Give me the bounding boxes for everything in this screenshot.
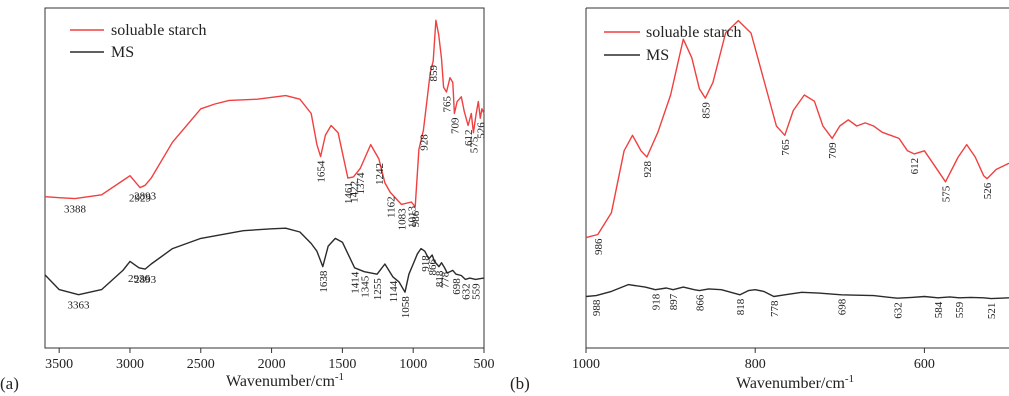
panel-b-x-axis-label-text: Wavenumber/cm [736, 375, 845, 392]
series-line-ms [44, 227, 485, 296]
peak-label: 897 [668, 293, 680, 310]
peak-label: 698 [451, 278, 463, 295]
panel-b-x-axis-label: Wavenumber/cm-1 [736, 373, 854, 392]
peak-label: 698 [837, 298, 849, 315]
x-tick-label: 1000 [572, 357, 600, 372]
panel-b-x-axis-label-sup: -1 [845, 373, 854, 385]
panel-a-x-ticks: 3500 3000 2500 2000 1500 1000 500 [45, 348, 495, 372]
peak-label: 778 [440, 271, 452, 288]
series-line-ms [585, 283, 1009, 300]
peak-label: 3388 [64, 204, 87, 216]
peak-label: 778 [769, 300, 781, 317]
peak-label: 988 [591, 299, 603, 316]
legend-label-ms-b: MS [646, 47, 669, 64]
peak-label: 986 [593, 238, 605, 255]
x-tick-label: 2500 [187, 357, 215, 372]
legend-label-soluable-starch: soluable starch [111, 22, 207, 39]
peak-label: 559 [471, 283, 483, 300]
peak-label: 866 [427, 259, 439, 276]
panel-a-legend: soluable starch MS [70, 22, 207, 61]
peak-label: 575 [468, 136, 480, 153]
peak-label: 1242 [374, 163, 386, 185]
peak-label: 1654 [316, 160, 328, 183]
peak-label: 3363 [68, 300, 91, 312]
peak-label: 818 [735, 298, 747, 315]
panel-b-label: (b) [510, 374, 530, 393]
peak-label: 1058 [400, 296, 412, 319]
peak-label: 526 [475, 122, 487, 139]
peak-label: 866 [694, 294, 706, 311]
panel-b-plot-area: 986 928 859 765 709 612 575 526 988 918 897 866 818 7… [585, 19, 1009, 320]
peak-label: 1461 [343, 182, 355, 204]
peak-label: 1083 [396, 208, 408, 231]
x-tick-label: 1500 [328, 357, 356, 372]
peak-label: 918 [420, 255, 432, 272]
peak-label: 818 [434, 270, 446, 287]
legend-label-ms: MS [111, 44, 134, 61]
peak-label: 1638 [318, 270, 330, 293]
peak-label: 1013 [406, 206, 418, 229]
peak-label: 1422 [348, 181, 360, 203]
x-tick-label: 800 [745, 357, 766, 372]
x-tick-label: 3000 [116, 357, 144, 372]
peak-label: 2929 [129, 193, 152, 205]
x-tick-label: 3500 [45, 357, 73, 372]
peak-label: 918 [650, 293, 662, 310]
peak-label: 928 [642, 161, 654, 178]
panel-a-x-axis-label-text: Wavenumber/cm [226, 373, 335, 390]
peak-label: 559 [954, 301, 966, 318]
peak-label: 765 [780, 139, 792, 156]
panel-b-x-ticks: 1000 800 600 [572, 348, 935, 372]
peak-label: 612 [463, 130, 475, 147]
panel-a-x-axis-label: Wavenumber/cm-1 [226, 371, 344, 390]
x-tick-label: 500 [474, 357, 495, 372]
peak-label: 1414 [350, 271, 362, 294]
peak-label: 584 [933, 301, 945, 318]
panel-a-frame [44, 7, 485, 349]
peak-label: 986 [410, 210, 422, 227]
peak-label: 2936 [128, 273, 151, 285]
panel-b-legend: soluable starch MS [604, 24, 742, 64]
series-line-soluable-starch [585, 19, 1009, 239]
peak-label: 1345 [359, 275, 371, 298]
peak-label: 612 [909, 158, 921, 175]
peak-label: 1144 [388, 280, 400, 302]
x-tick-label: 1000 [399, 357, 427, 372]
peak-label: 1374 [355, 172, 367, 195]
panel-a-label: (a) [0, 374, 19, 393]
peak-label: 1255 [372, 278, 384, 301]
peak-label: 526 [982, 182, 994, 199]
panel-b: 986 928 859 765 709 612 575 526 988 918 897 866 818 7… [510, 7, 1009, 393]
peak-label: 575 [941, 185, 953, 202]
peak-label: 928 [418, 134, 430, 151]
peak-label: 1162 [385, 196, 397, 218]
peak-label: 632 [460, 283, 472, 300]
series-line-soluable-starch [44, 19, 485, 208]
peak-label: 2893 [134, 190, 157, 202]
peak-label: 859 [700, 102, 712, 119]
peak-label: 765 [442, 96, 454, 113]
legend-label-soluable-starch-b: soluable starch [646, 24, 742, 41]
peak-label: 632 [892, 302, 904, 319]
peak-label: 709 [449, 117, 461, 134]
x-tick-label: 2000 [258, 357, 286, 372]
panel-a-x-axis-label-sup: -1 [335, 371, 344, 383]
peak-label: 521 [986, 303, 998, 320]
x-tick-label: 600 [914, 357, 935, 372]
peak-label: 2893 [134, 274, 157, 286]
peak-label: 709 [827, 142, 839, 159]
peak-label: 859 [428, 65, 440, 82]
